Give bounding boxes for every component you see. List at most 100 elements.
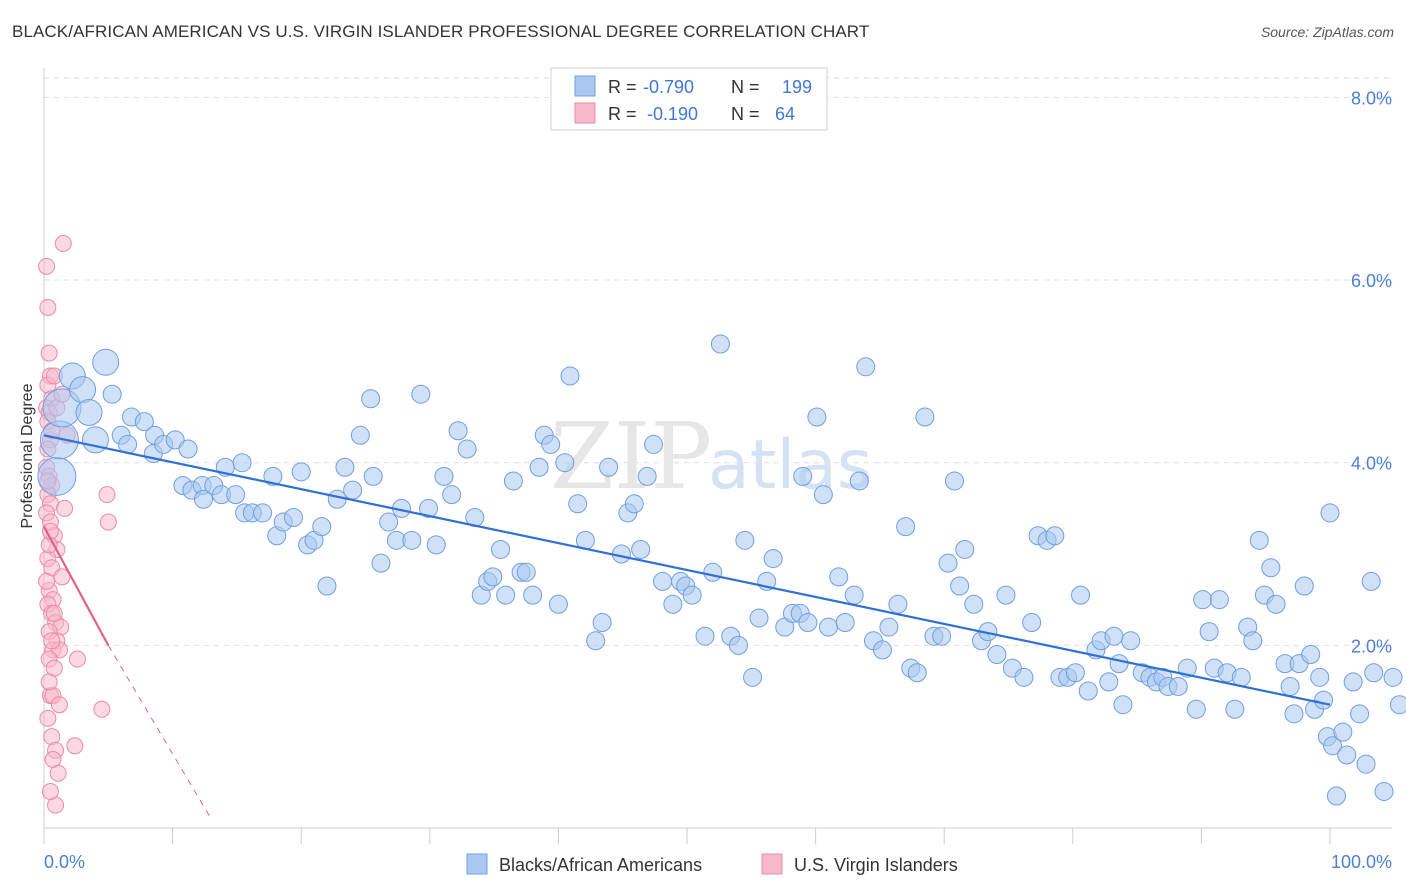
data-point-black xyxy=(987,644,1007,664)
data-point-black xyxy=(426,535,446,555)
data-point-black xyxy=(335,457,355,477)
data-point-black xyxy=(263,466,283,486)
data-point-black xyxy=(695,626,715,646)
data-point-black xyxy=(872,640,892,660)
data-point-black xyxy=(37,456,77,496)
data-point-black xyxy=(835,613,855,633)
data-point-black xyxy=(1225,699,1245,719)
data-point-black xyxy=(1113,695,1133,715)
watermark-zip: ZIP xyxy=(550,403,712,510)
data-point-black xyxy=(343,480,363,500)
data-point-black xyxy=(749,608,769,628)
legend-label-pink: U.S. Virgin Islanders xyxy=(794,855,958,875)
data-point-black xyxy=(327,489,347,509)
stats-r-value-pink: -0.190 xyxy=(647,104,698,124)
data-point-black xyxy=(798,613,818,633)
data-point-black xyxy=(402,530,422,550)
data-point-black xyxy=(1310,667,1330,687)
data-point-black xyxy=(888,594,908,614)
data-point-black xyxy=(178,439,198,459)
data-point-black xyxy=(599,457,619,477)
data-point-black xyxy=(932,626,952,646)
data-point-black xyxy=(1209,590,1229,610)
data-point-black xyxy=(1177,658,1197,678)
data-point-black xyxy=(1343,672,1363,692)
data-point-black xyxy=(915,407,935,427)
data-point-black xyxy=(1168,676,1188,696)
data-point-black xyxy=(1323,736,1343,756)
data-point-black xyxy=(232,453,252,473)
data-point-black xyxy=(631,539,651,559)
data-point-black xyxy=(950,576,970,596)
data-point-black xyxy=(1199,622,1219,642)
data-point-black xyxy=(1104,626,1124,646)
data-point-black xyxy=(653,571,673,591)
data-point-black xyxy=(1294,576,1314,596)
data-point-black xyxy=(371,553,391,573)
legend-swatch-pink xyxy=(761,853,783,875)
stats-n-label-blue: N = xyxy=(731,77,760,97)
data-point-black xyxy=(483,567,503,587)
data-point-black xyxy=(442,485,462,505)
x-tick-label-min: 0.0% xyxy=(44,852,85,872)
data-point-black xyxy=(523,585,543,605)
data-point-black xyxy=(907,663,927,683)
data-point-black xyxy=(1249,530,1269,550)
data-point-black xyxy=(1280,676,1300,696)
data-point-black xyxy=(283,507,303,527)
tick-labels: 2.0% 4.0% 6.0% 8.0% 0.0% 100.0% xyxy=(44,88,1392,872)
data-point-black xyxy=(1364,663,1384,683)
data-point-black xyxy=(193,489,213,509)
source-label: Source: ZipAtlas.com xyxy=(1260,24,1394,40)
data-point-black xyxy=(743,667,763,687)
data-point-black xyxy=(624,494,644,514)
y-tick-label: 8.0% xyxy=(1351,88,1392,108)
data-point-black xyxy=(560,366,580,386)
data-point-black xyxy=(1389,695,1406,715)
data-point-black xyxy=(793,466,813,486)
data-point-black xyxy=(964,594,984,614)
data-point-virgin-islanders xyxy=(99,513,117,531)
data-point-black xyxy=(134,412,154,432)
data-point-black xyxy=(1383,667,1403,687)
data-point-black xyxy=(548,594,568,614)
data-point-black xyxy=(253,503,273,523)
data-point-black xyxy=(1361,571,1381,591)
data-point-black xyxy=(312,517,332,537)
data-point-black xyxy=(75,398,103,426)
data-point-black xyxy=(896,517,916,537)
x-tick-label-max: 100.0% xyxy=(1331,852,1392,872)
data-point-black xyxy=(568,494,588,514)
trend-lines xyxy=(43,434,1331,820)
y-tick-label: 2.0% xyxy=(1351,636,1392,656)
data-point-black xyxy=(637,466,657,486)
data-point-black xyxy=(102,384,122,404)
data-point-black xyxy=(92,348,120,376)
data-point-black xyxy=(69,376,97,404)
data-point-black xyxy=(1099,672,1119,692)
data-point-black xyxy=(165,430,185,450)
stats-legend: R = -0.790 N = 199 R = -0.190 N = 64 xyxy=(550,67,828,131)
data-point-virgin-islanders xyxy=(40,673,58,691)
data-point-black xyxy=(818,617,838,637)
stats-r-label-blue: R = xyxy=(608,77,637,97)
data-point-black xyxy=(1065,663,1085,683)
data-point-virgin-islanders xyxy=(56,499,74,517)
stats-swatch-pink xyxy=(574,102,596,124)
stats-n-value-pink: 64 xyxy=(775,104,795,124)
data-point-black xyxy=(496,585,516,605)
data-point-black xyxy=(555,453,575,473)
stats-r-value-blue: -0.790 xyxy=(643,77,694,97)
data-point-black xyxy=(1261,558,1281,578)
data-point-virgin-islanders xyxy=(49,764,67,782)
trendline-black xyxy=(43,434,1331,706)
data-point-black xyxy=(829,567,849,587)
watermark-atlas: atlas xyxy=(708,426,872,505)
data-point-black xyxy=(663,594,683,614)
data-point-virgin-islanders xyxy=(66,737,84,755)
stats-legend-box xyxy=(550,67,828,131)
data-point-black xyxy=(1266,594,1286,614)
data-point-black xyxy=(944,471,964,491)
data-point-black xyxy=(710,334,730,354)
